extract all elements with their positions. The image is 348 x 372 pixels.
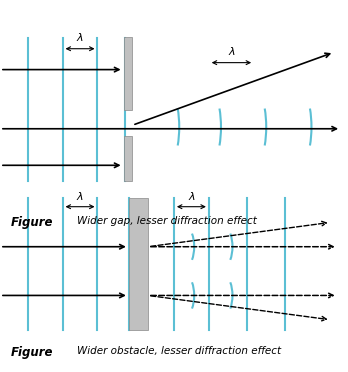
Bar <box>124 36 132 110</box>
Text: Wider obstacle, lesser diffraction effect: Wider obstacle, lesser diffraction effec… <box>77 346 281 356</box>
Text: Wider gap, lesser diffraction effect: Wider gap, lesser diffraction effect <box>77 216 256 226</box>
Text: Figure: Figure <box>10 216 53 229</box>
Text: λ: λ <box>77 192 84 202</box>
Text: λ: λ <box>188 192 195 202</box>
Bar <box>124 136 132 181</box>
Text: λ: λ <box>228 47 235 57</box>
Text: Figure: Figure <box>10 346 53 359</box>
Bar <box>129 198 148 330</box>
Text: λ: λ <box>77 33 84 44</box>
